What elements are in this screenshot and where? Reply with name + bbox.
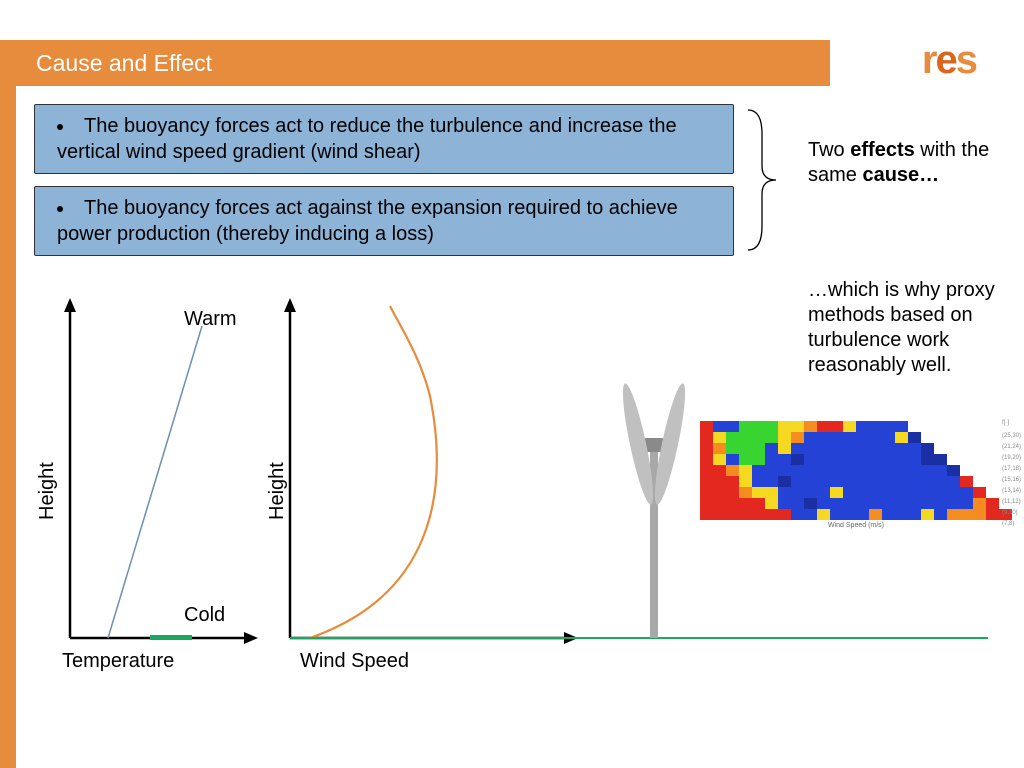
chart1-ylabel: Height [36,462,59,520]
chart1-warm-label: Warm [184,308,237,331]
brace-label-b1: effects [850,139,914,161]
logo-e: e [936,38,956,82]
logo-s: s [956,38,976,82]
heatmap-ytitle: f[·] [1002,418,1021,429]
heatmap-xlabel: Wind Speed (m/s) [700,522,1012,529]
page-title: Cause and Effect [36,50,212,77]
chart1-xlabel: Temperature [62,650,174,673]
effect-box-1: The buoyancy forces act to reduce the tu… [34,104,734,174]
logo: res [922,38,976,83]
chart2-ylabel: Height [266,462,289,520]
brace-label: Two effects with the same cause… [808,138,998,188]
brace-label-p1: Two [808,139,850,161]
chart1-cold-label: Cold [184,604,225,627]
brace-label-b2: cause… [862,164,939,186]
heatmap-ylabels: f[·] (25,30)(21,24)(19,20)(17,18)(15,16)… [1002,418,1021,530]
heatmap: Wind Speed (m/s) [700,421,1012,529]
left-accent-bar [0,40,16,768]
effect-text-1: The buoyancy forces act to reduce the tu… [57,113,723,165]
effect-text-2: The buoyancy forces act against the expa… [57,195,723,247]
heatmap-grid [700,421,1012,520]
chart-temperature [30,296,260,656]
effect-box-2: The buoyancy forces act against the expa… [34,186,734,256]
brace-icon [740,106,780,254]
logo-r: r [922,38,936,82]
chart2-xlabel: Wind Speed [300,650,409,673]
title-bar: Cause and Effect [0,40,830,86]
